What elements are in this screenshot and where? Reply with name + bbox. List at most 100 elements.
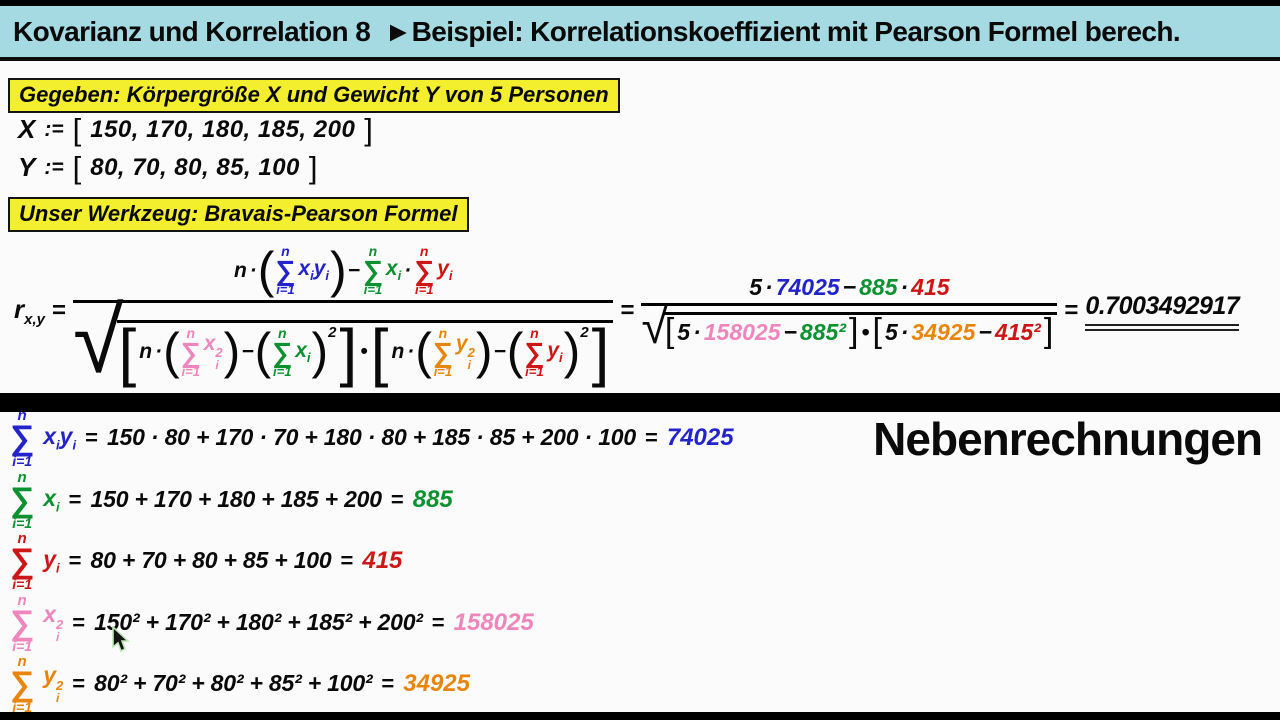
sum-xy-symbol: n ∑ i=1 [275, 243, 296, 298]
title-bar: Kovarianz und Korrelation 8 ►Beispiel: K… [0, 6, 1280, 61]
expression: 80² + 70² + 80² + 85² + 100² [94, 670, 373, 697]
section-divider [0, 393, 1280, 412]
bullet-operator: • [360, 340, 368, 364]
mouse-cursor [112, 626, 131, 653]
minus-operator: − [347, 258, 360, 282]
y-definition: Y := [ 80, 70, 80, 85, 100 ] [18, 152, 318, 183]
sum-x-symbol: n ∑ i=1 [362, 243, 383, 298]
sqrt-icon: √ [73, 290, 124, 393]
expression: 150 + 170 + 180 + 185 + 200 [90, 486, 383, 513]
left-bracket: [ [370, 315, 389, 388]
sum-x-symbol: n ∑ i=1 [10, 469, 35, 531]
sigma-icon: ∑ [10, 542, 35, 580]
neben-line-sum-y: n ∑ i=1 yi = 80 + 70 + 80 + 85 + 100 = 4… [10, 530, 403, 592]
sum-y2-symbol: n ∑ i=1 [432, 324, 453, 379]
left-bracket: [ [118, 315, 137, 388]
dot-operator: · [404, 258, 412, 282]
result-value: 0.7003492917 [1085, 292, 1240, 331]
given-heading: Gegeben: Körpergröße X und Gewicht Y von… [8, 78, 620, 113]
radicand: [ 5 · 158025 − 885² ] • [ 5 · 34925 − 41… [662, 312, 1058, 348]
sum-x-value: 885 [859, 273, 898, 300]
fraction-bar [641, 302, 1058, 306]
sum-xy-symbol: n ∑ i=1 [10, 407, 35, 469]
left-bracket: [ [72, 111, 82, 147]
sigma-icon: ∑ [10, 604, 35, 642]
left-paren: ( [257, 241, 275, 298]
right-bracket: ] [591, 315, 610, 388]
left-bracket: [ [72, 149, 82, 185]
bottom-border [0, 712, 1280, 720]
sigma-icon: ∑ [10, 419, 35, 457]
sum-xy-value: 74025 [775, 273, 840, 300]
equals-sign: = [51, 297, 66, 324]
sum-y-symbol: n ∑ i=1 [10, 530, 35, 592]
equals-sign: = [1064, 297, 1079, 324]
y-term: yi [437, 257, 453, 284]
xy-term: xiyi [298, 257, 330, 284]
fraction-bar [73, 300, 614, 304]
numeric-numerator: 5 · 74025 − 885 · 415 [749, 273, 950, 300]
neben-line-sum-xy: n ∑ i=1 xiyi = 150 · 80 + 170 · 70 + 180… [10, 407, 734, 469]
general-numerator: n · ( n ∑ i=1 xiyi ) − n ∑ i=1 xi · [226, 244, 461, 298]
sum-x-symbol: n ∑ i=1 [272, 324, 293, 379]
sum-y2-symbol: n ∑ i=1 [10, 653, 35, 715]
formula-lhs: rx,y [14, 294, 45, 328]
sum-y-symbol: n ∑ i=1 [414, 243, 435, 298]
result: 415 [362, 546, 403, 574]
sum-y-value: 415 [911, 273, 950, 300]
sum-x-squared-value: 885² [799, 318, 846, 345]
sigma-icon: ∑ [524, 336, 545, 368]
sigma-icon: ∑ [180, 336, 201, 368]
assign-operator: := [44, 155, 64, 179]
sigma-icon: ∑ [272, 336, 293, 368]
right-bracket: ] [308, 149, 318, 185]
sigma-icon: ∑ [362, 255, 383, 287]
top-border [0, 0, 1280, 6]
dot-operator: · [249, 258, 257, 282]
right-paren: ) [330, 241, 347, 298]
x-name: X [18, 114, 36, 144]
general-formula-fraction: n · ( n ∑ i=1 xiyi ) − n ∑ i=1 xi · [73, 244, 614, 393]
sigma-icon: ∑ [10, 481, 35, 519]
expression: 80 + 70 + 80 + 85 + 100 [90, 547, 332, 574]
right-bracket: ] [364, 111, 373, 147]
x-term: xi [385, 257, 402, 284]
sum-x2-symbol: n ∑ i=1 [180, 324, 201, 379]
sum-y-symbol: n ∑ i=1 [524, 324, 545, 379]
assign-operator: := [44, 117, 64, 141]
equals-sign: = [620, 297, 635, 324]
y-values: 80, 70, 80, 85, 100 [90, 153, 300, 181]
sum-x2-symbol: n ∑ i=1 [10, 592, 35, 654]
sum-y-squared-value: 415² [994, 318, 1041, 345]
sqrt-icon: √ [641, 300, 668, 354]
sum-x2-value: 158025 [703, 318, 781, 345]
numeric-fraction: 5 · 74025 − 885 · 415 √ [ 5 · 158025 − 8… [641, 273, 1058, 354]
pearson-formula: rx,y = n · ( n ∑ i=1 xiyi ) − n ∑ i=1 [14, 228, 1274, 394]
result: 74025 [666, 423, 734, 451]
neben-line-sum-x: n ∑ i=1 xi = 150 + 170 + 180 + 185 + 200… [10, 469, 453, 531]
sigma-icon: ∑ [414, 255, 435, 287]
x-values: 150, 170, 180, 185, 200 [90, 115, 356, 143]
sigma-icon: ∑ [10, 665, 35, 703]
tool-heading: Unser Werkzeug: Bravais-Pearson Formel [8, 197, 469, 232]
bullet-operator: • [861, 318, 870, 345]
result: 885 [412, 485, 453, 513]
sum-y2-value: 34925 [911, 318, 976, 345]
expression: 150² + 170² + 180² + 185² + 200² [94, 609, 423, 636]
x-definition: X := [ 150, 170, 180, 185, 200 ] [18, 114, 373, 145]
r-symbol: r [14, 293, 25, 324]
result: 34925 [403, 669, 471, 697]
exponent-two: 2 [328, 324, 337, 342]
exponent-two: 2 [580, 324, 589, 342]
y-name: Y [18, 152, 36, 182]
r-subscript: x,y [24, 311, 45, 329]
expression: 150 · 80 + 170 · 70 + 180 · 80 + 185 · 8… [106, 424, 636, 451]
neben-title: Nebenrechnungen [873, 413, 1263, 465]
sigma-icon: ∑ [275, 255, 296, 287]
result: 158025 [453, 608, 534, 636]
